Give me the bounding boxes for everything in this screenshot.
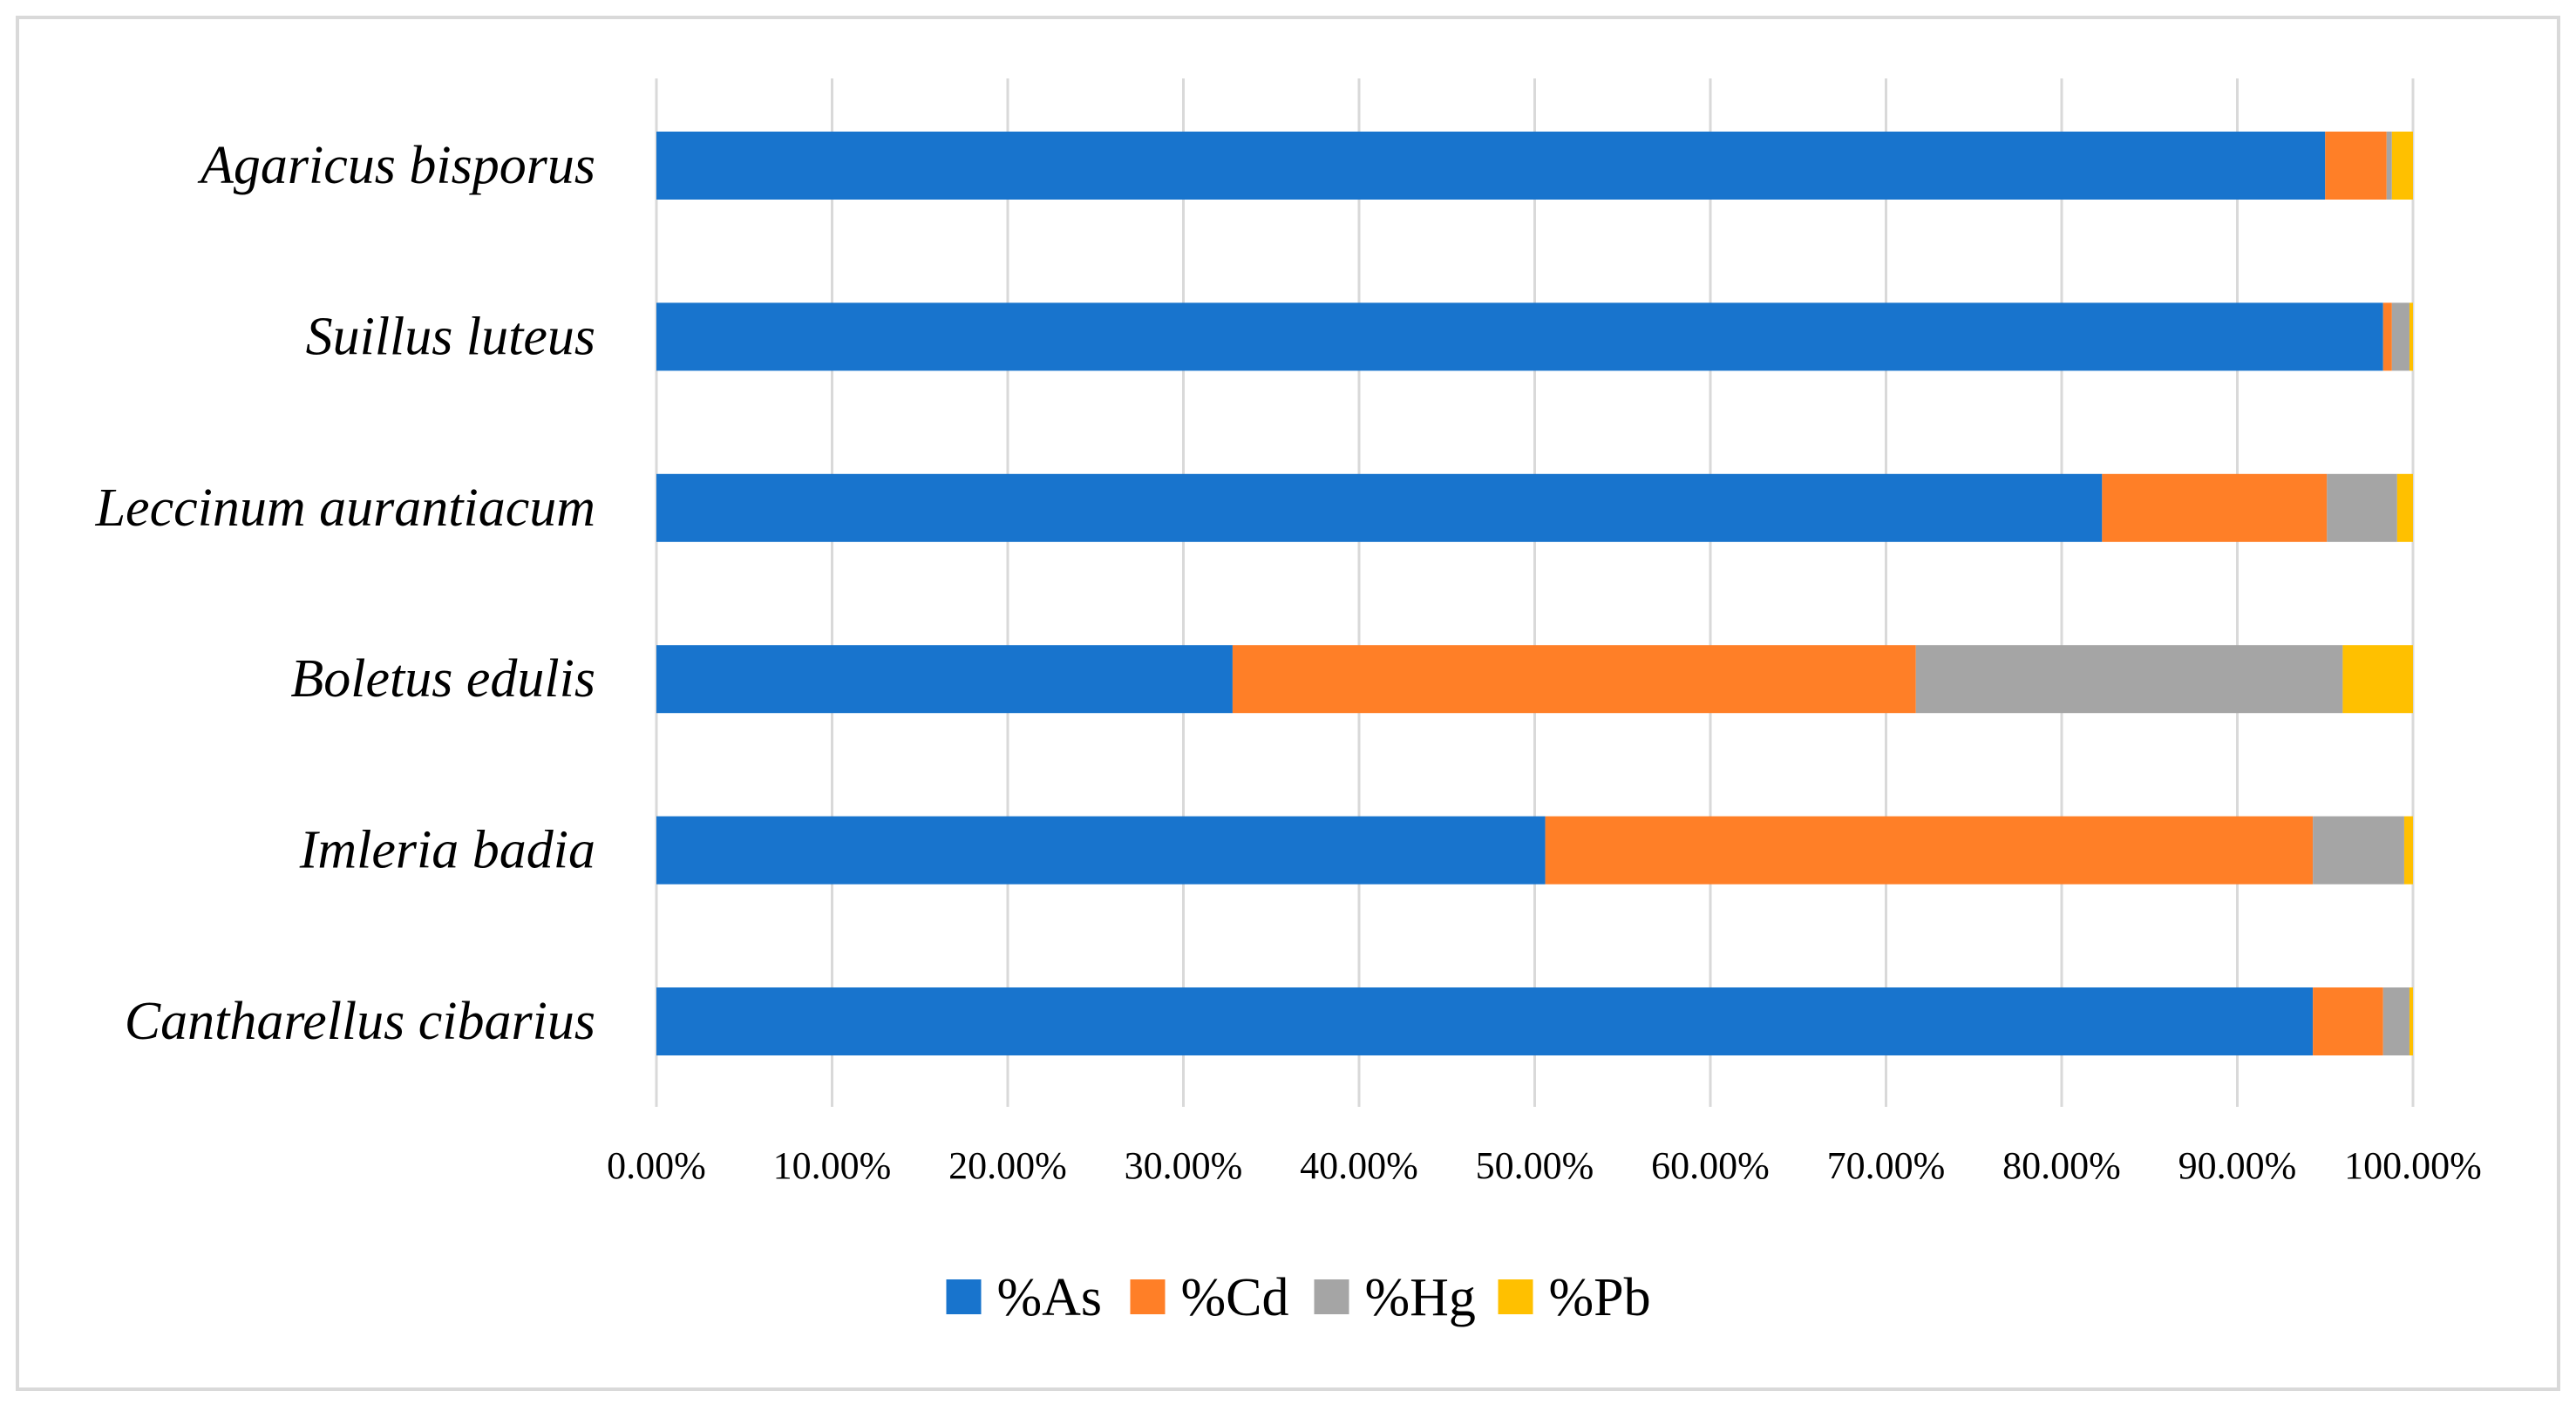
bar-segment-4-0 bbox=[656, 816, 1546, 885]
category-label-3: Boletus edulis bbox=[290, 649, 595, 709]
x-tick-label-1: 10.00% bbox=[773, 1144, 892, 1187]
bar-segment-1-2 bbox=[2391, 302, 2409, 371]
legend: %As %Cd %Hg %Pb bbox=[946, 1268, 1651, 1327]
bar-segment-4-3 bbox=[2403, 816, 2413, 885]
bar-segment-0-3 bbox=[2391, 132, 2413, 200]
bar-segment-5-0 bbox=[656, 987, 2314, 1055]
legend-label-2: %Hg bbox=[1365, 1268, 1476, 1327]
bar-segment-2-3 bbox=[2396, 473, 2413, 542]
bar-segment-4-2 bbox=[2313, 816, 2404, 885]
bar-segment-2-2 bbox=[2327, 473, 2397, 542]
category-label-4: Imleria badia bbox=[299, 821, 595, 880]
x-tick-labels: 0.00% 10.00% 20.00% 30.00% 40.00% 50.00% 60.00… bbox=[607, 1144, 2482, 1187]
category-label-2: Leccinum aurantiacum bbox=[95, 478, 595, 538]
bar-segment-5-1 bbox=[2313, 987, 2383, 1055]
bar-segment-5-2 bbox=[2382, 987, 2409, 1055]
bar-segment-1-0 bbox=[656, 302, 2383, 371]
bar-segment-1-3 bbox=[2409, 302, 2413, 371]
x-tick-label-0: 0.00% bbox=[607, 1144, 706, 1187]
x-tick-label-9: 90.00% bbox=[2178, 1144, 2297, 1187]
x-tick-label-7: 70.00% bbox=[1827, 1144, 1946, 1187]
bar-segment-0-1 bbox=[2325, 132, 2387, 200]
x-tick-label-8: 80.00% bbox=[2002, 1144, 2121, 1187]
category-label-0: Agaricus bisporus bbox=[197, 136, 595, 195]
legend-swatch-2 bbox=[1314, 1279, 1349, 1314]
bar-segment-3-1 bbox=[1232, 645, 1916, 714]
bar-segment-0-2 bbox=[2386, 132, 2392, 200]
bar-segment-3-3 bbox=[2342, 645, 2413, 714]
bar-segment-3-0 bbox=[656, 645, 1233, 714]
category-label-5: Cantharellus cibarius bbox=[125, 992, 595, 1051]
bars bbox=[656, 132, 2413, 1055]
bar-segment-1-1 bbox=[2382, 302, 2392, 371]
bar-segment-2-0 bbox=[656, 473, 2103, 542]
bar-segment-3-2 bbox=[1915, 645, 2343, 714]
x-tick-label-10: 100.00% bbox=[2344, 1144, 2482, 1187]
category-labels: Agaricus bisporus Suillus luteus Leccinum … bbox=[95, 136, 595, 1051]
bar-segment-4-1 bbox=[1545, 816, 2314, 885]
bar-segment-0-0 bbox=[656, 132, 2326, 200]
gridlines bbox=[655, 78, 2415, 1107]
legend-label-1: %Cd bbox=[1181, 1268, 1289, 1327]
legend-swatch-3 bbox=[1498, 1279, 1533, 1314]
category-label-1: Suillus luteus bbox=[306, 307, 595, 366]
x-tick-label-5: 50.00% bbox=[1476, 1144, 1594, 1187]
x-tick-label-6: 60.00% bbox=[1651, 1144, 1770, 1187]
legend-label-0: %As bbox=[997, 1268, 1103, 1327]
x-tick-label-4: 40.00% bbox=[1300, 1144, 1418, 1187]
bar-segment-5-3 bbox=[2409, 987, 2413, 1055]
legend-swatch-1 bbox=[1130, 1279, 1166, 1314]
x-tick-label-2: 20.00% bbox=[948, 1144, 1067, 1187]
legend-label-3: %Pb bbox=[1549, 1268, 1651, 1327]
bar-segment-2-1 bbox=[2102, 473, 2328, 542]
x-tick-label-3: 30.00% bbox=[1125, 1144, 1243, 1187]
legend-swatch-0 bbox=[946, 1279, 982, 1314]
